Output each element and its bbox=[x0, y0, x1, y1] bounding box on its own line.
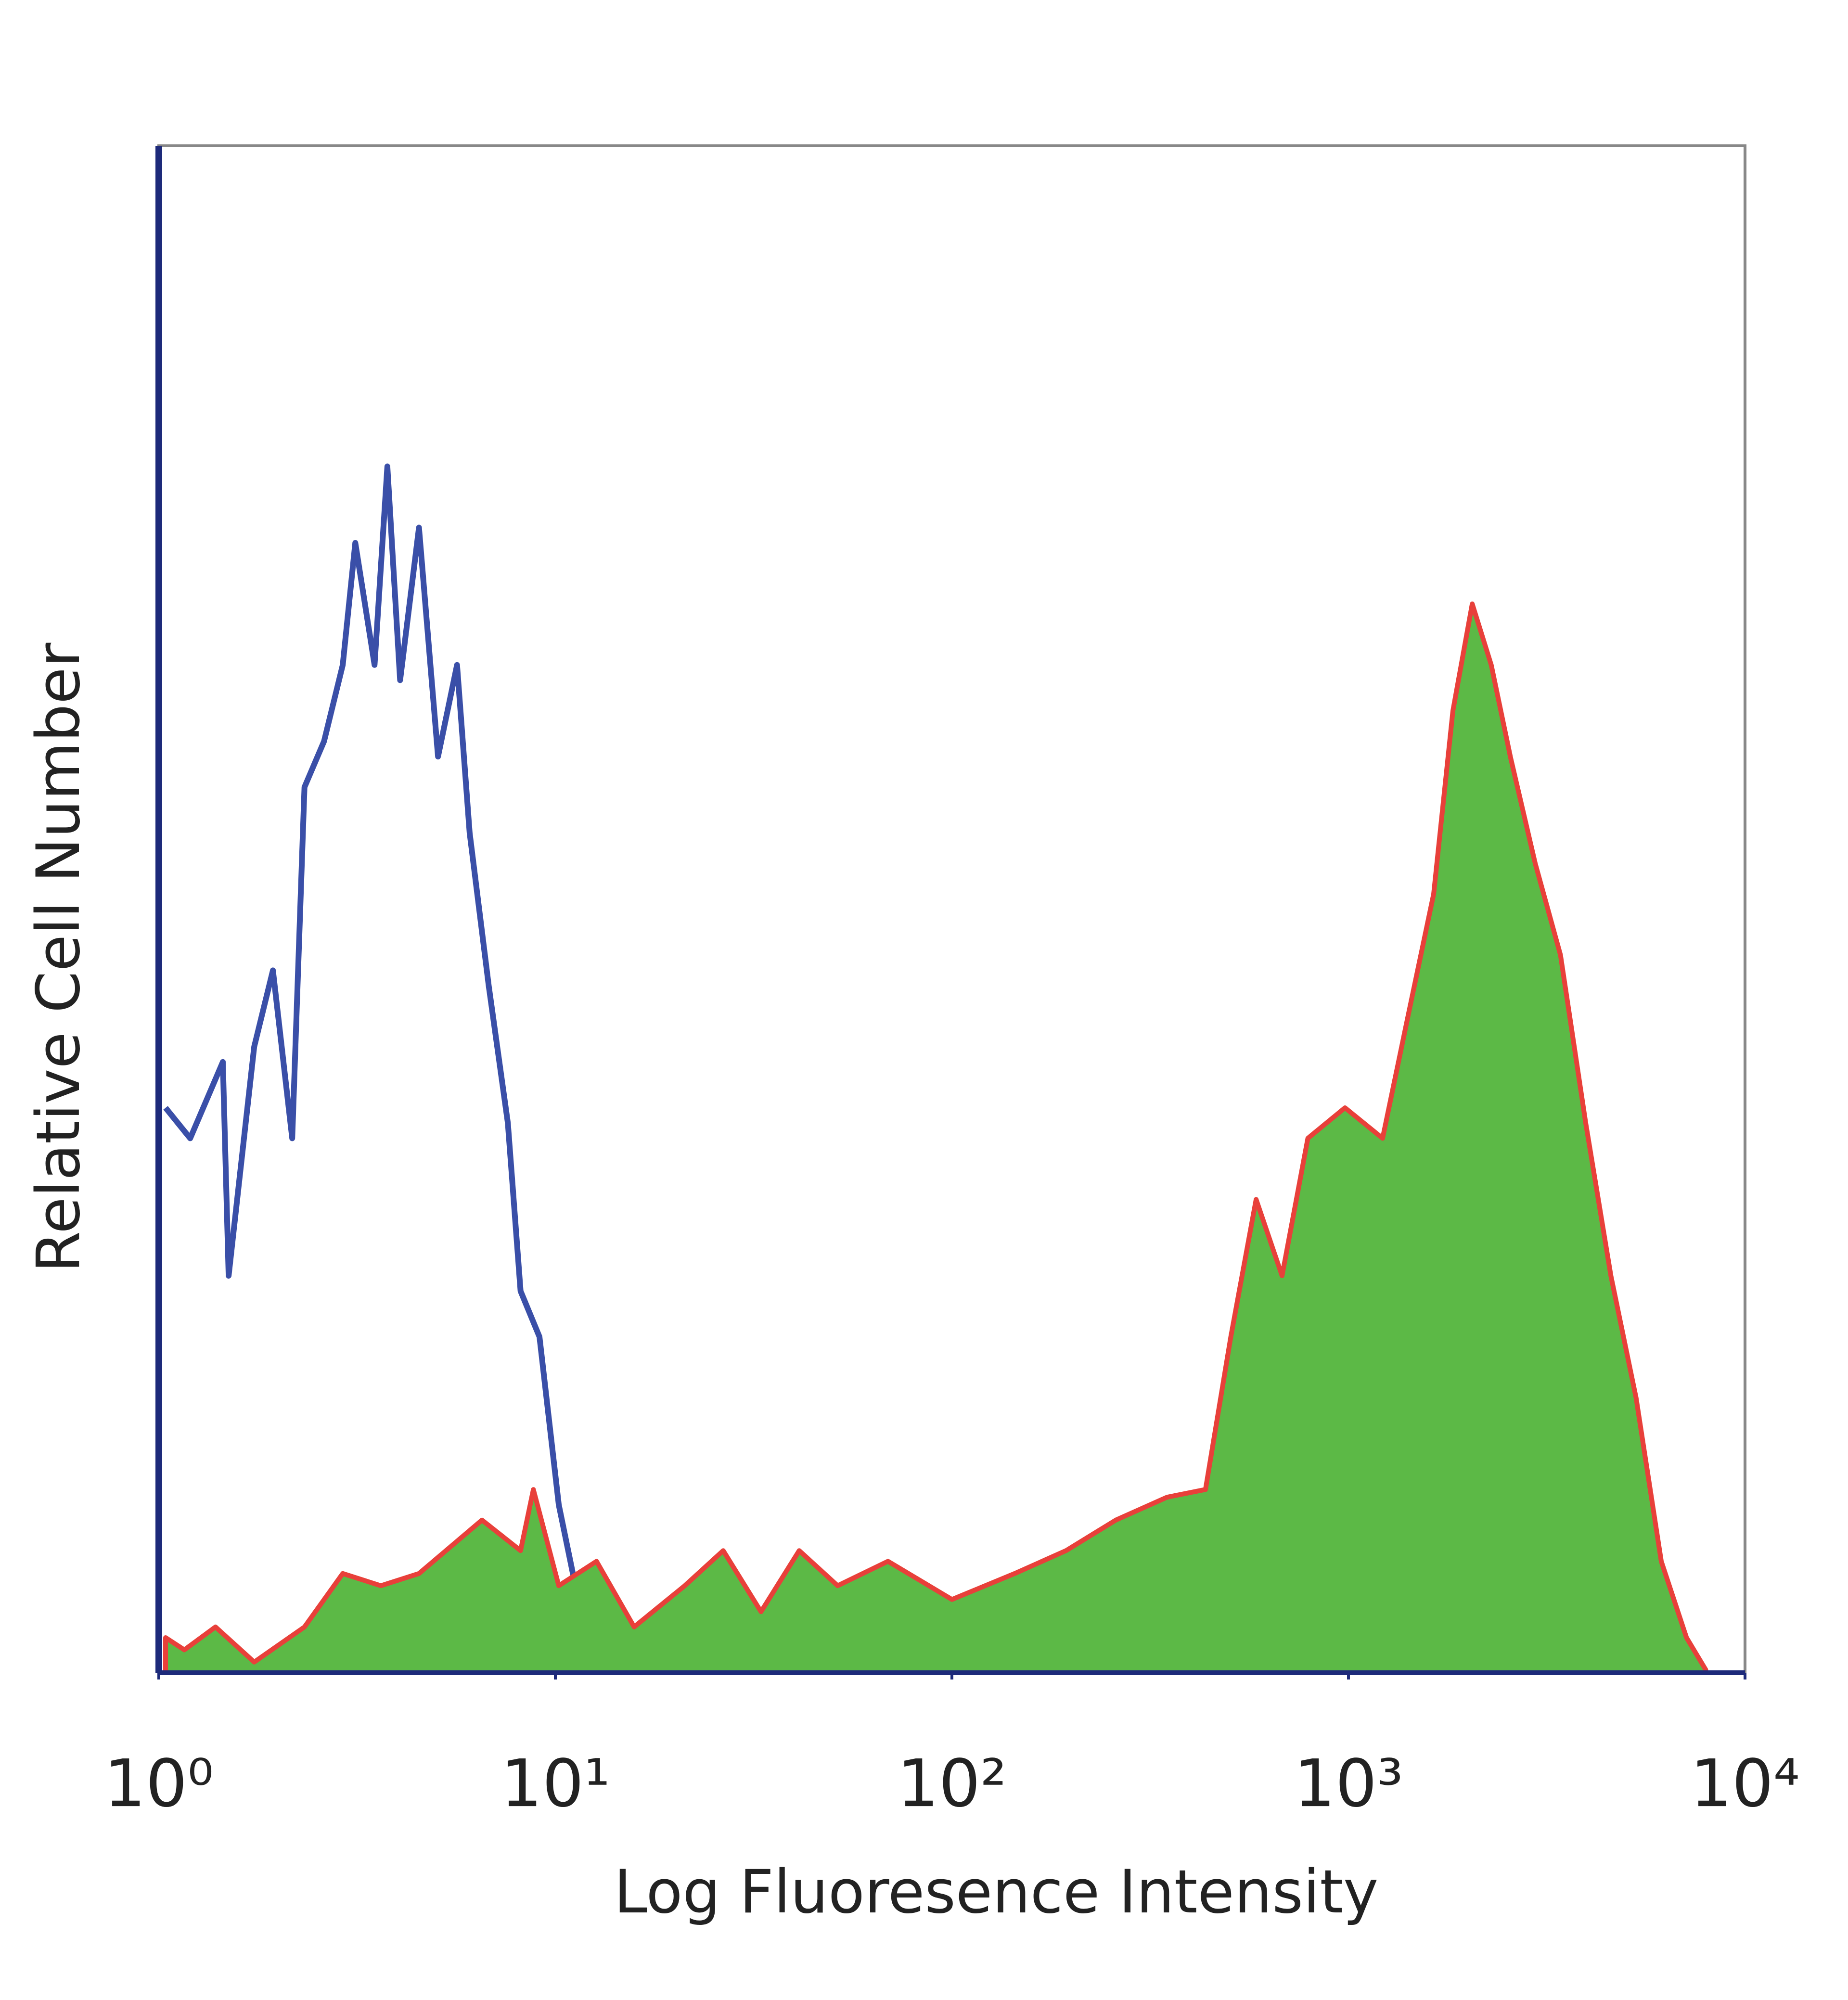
x-tick-label: 10⁴ bbox=[1690, 1746, 1800, 1822]
x-tick-label: 10¹ bbox=[500, 1746, 610, 1822]
histogram-line bbox=[163, 463, 625, 1674]
histogram-area bbox=[163, 601, 1708, 1675]
x-tick-label: 10³ bbox=[1294, 1746, 1403, 1822]
x-axis-label: Log Fluoresence Intensity bbox=[614, 1858, 1379, 1927]
x-tick-label: 10⁰ bbox=[104, 1746, 214, 1822]
y-axis-label: Relative Cell Number bbox=[24, 643, 93, 1273]
x-tick-label: 10² bbox=[897, 1746, 1007, 1822]
